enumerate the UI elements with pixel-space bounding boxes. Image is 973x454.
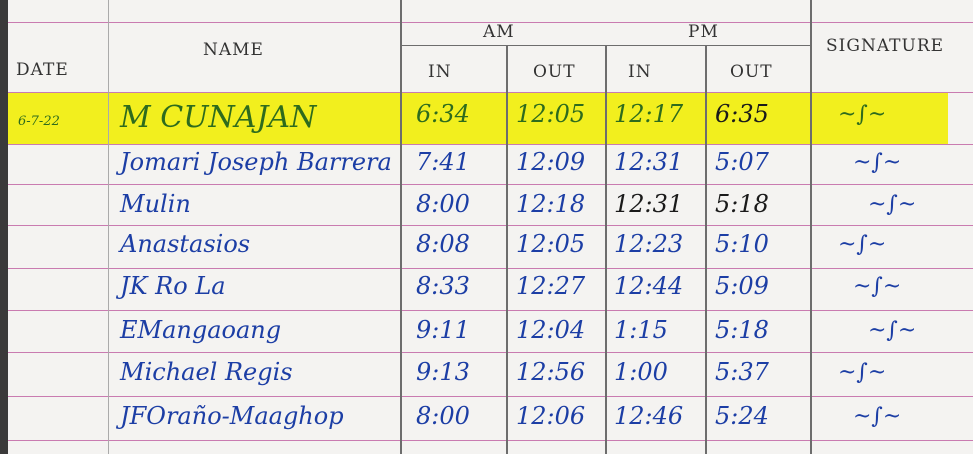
row-name: EMangaoang	[120, 316, 282, 344]
row-am-in: 8:00	[416, 402, 470, 430]
row-pm-in: 12:31	[614, 190, 684, 218]
row-name: M CUNAJAN	[120, 100, 317, 135]
row-am-in: 6:34	[416, 100, 470, 128]
header-pm: PM	[688, 22, 719, 42]
row-am-in: 9:13	[416, 358, 470, 386]
row-name: JFOraño-Maaghop	[120, 402, 344, 430]
header-pm-out: OUT	[730, 62, 773, 82]
row-am-in: 9:11	[416, 316, 470, 344]
row-pm-in: 12:31	[614, 148, 684, 176]
row-am-out: 12:04	[516, 316, 586, 344]
header-am-in: IN	[428, 62, 452, 82]
row-pm-out: 5:18	[715, 316, 769, 344]
header-pm-in: IN	[628, 62, 652, 82]
row-am-in: 7:41	[416, 148, 470, 176]
signature-scribble: ~∫~	[838, 102, 887, 127]
row-pm-out: 5:09	[715, 272, 769, 300]
row-am-out: 12:09	[516, 148, 586, 176]
row-name: Mulin	[120, 190, 191, 218]
highlighted-row	[8, 92, 948, 144]
signature-scribble: ~∫~	[838, 360, 887, 385]
row-date: 6-7-22	[18, 114, 60, 129]
signature-scribble: ~∫~	[868, 192, 917, 217]
row-pm-out: 6:35	[715, 100, 769, 128]
row-pm-out: 5:24	[715, 402, 769, 430]
header-am-out: OUT	[533, 62, 576, 82]
row-am-out: 12:18	[516, 190, 586, 218]
row-am-out: 12:05	[516, 230, 586, 258]
row-am-in: 8:33	[416, 272, 470, 300]
row-am-in: 8:00	[416, 190, 470, 218]
header-signature: SIGNATURE	[826, 36, 945, 56]
row-pm-out: 5:10	[715, 230, 769, 258]
row-name: Michael Regis	[120, 358, 293, 386]
row-am-out: 12:06	[516, 402, 586, 430]
signature-scribble: ~∫~	[853, 404, 902, 429]
row-pm-in: 12:44	[614, 272, 684, 300]
header-date: DATE	[16, 60, 69, 80]
row-pm-out: 5:37	[715, 358, 769, 386]
row-pm-out: 5:18	[715, 190, 769, 218]
signature-scribble: ~∫~	[838, 232, 887, 257]
row-am-out: 12:56	[516, 358, 586, 386]
row-am-out: 12:27	[516, 272, 586, 300]
row-am-in: 8:08	[416, 230, 470, 258]
row-pm-in: 1:00	[614, 358, 668, 386]
signature-scribble: ~∫~	[868, 318, 917, 343]
row-pm-in: 1:15	[614, 316, 668, 344]
row-name: Anastasios	[120, 230, 251, 258]
attendance-logbook-page: DATE NAME AM PM IN OUT IN OUT SIGNATURE …	[8, 0, 973, 454]
signature-scribble: ~∫~	[853, 150, 902, 175]
signature-scribble: ~∫~	[853, 274, 902, 299]
row-pm-in: 12:23	[614, 230, 684, 258]
header-am: AM	[483, 22, 515, 42]
row-name: JK Ro La	[120, 272, 226, 300]
row-pm-out: 5:07	[715, 148, 769, 176]
row-name: Jomari Joseph Barrera	[120, 148, 392, 176]
row-pm-in: 12:17	[614, 100, 684, 128]
row-pm-in: 12:46	[614, 402, 684, 430]
header-name: NAME	[203, 40, 264, 60]
row-am-out: 12:05	[516, 100, 586, 128]
